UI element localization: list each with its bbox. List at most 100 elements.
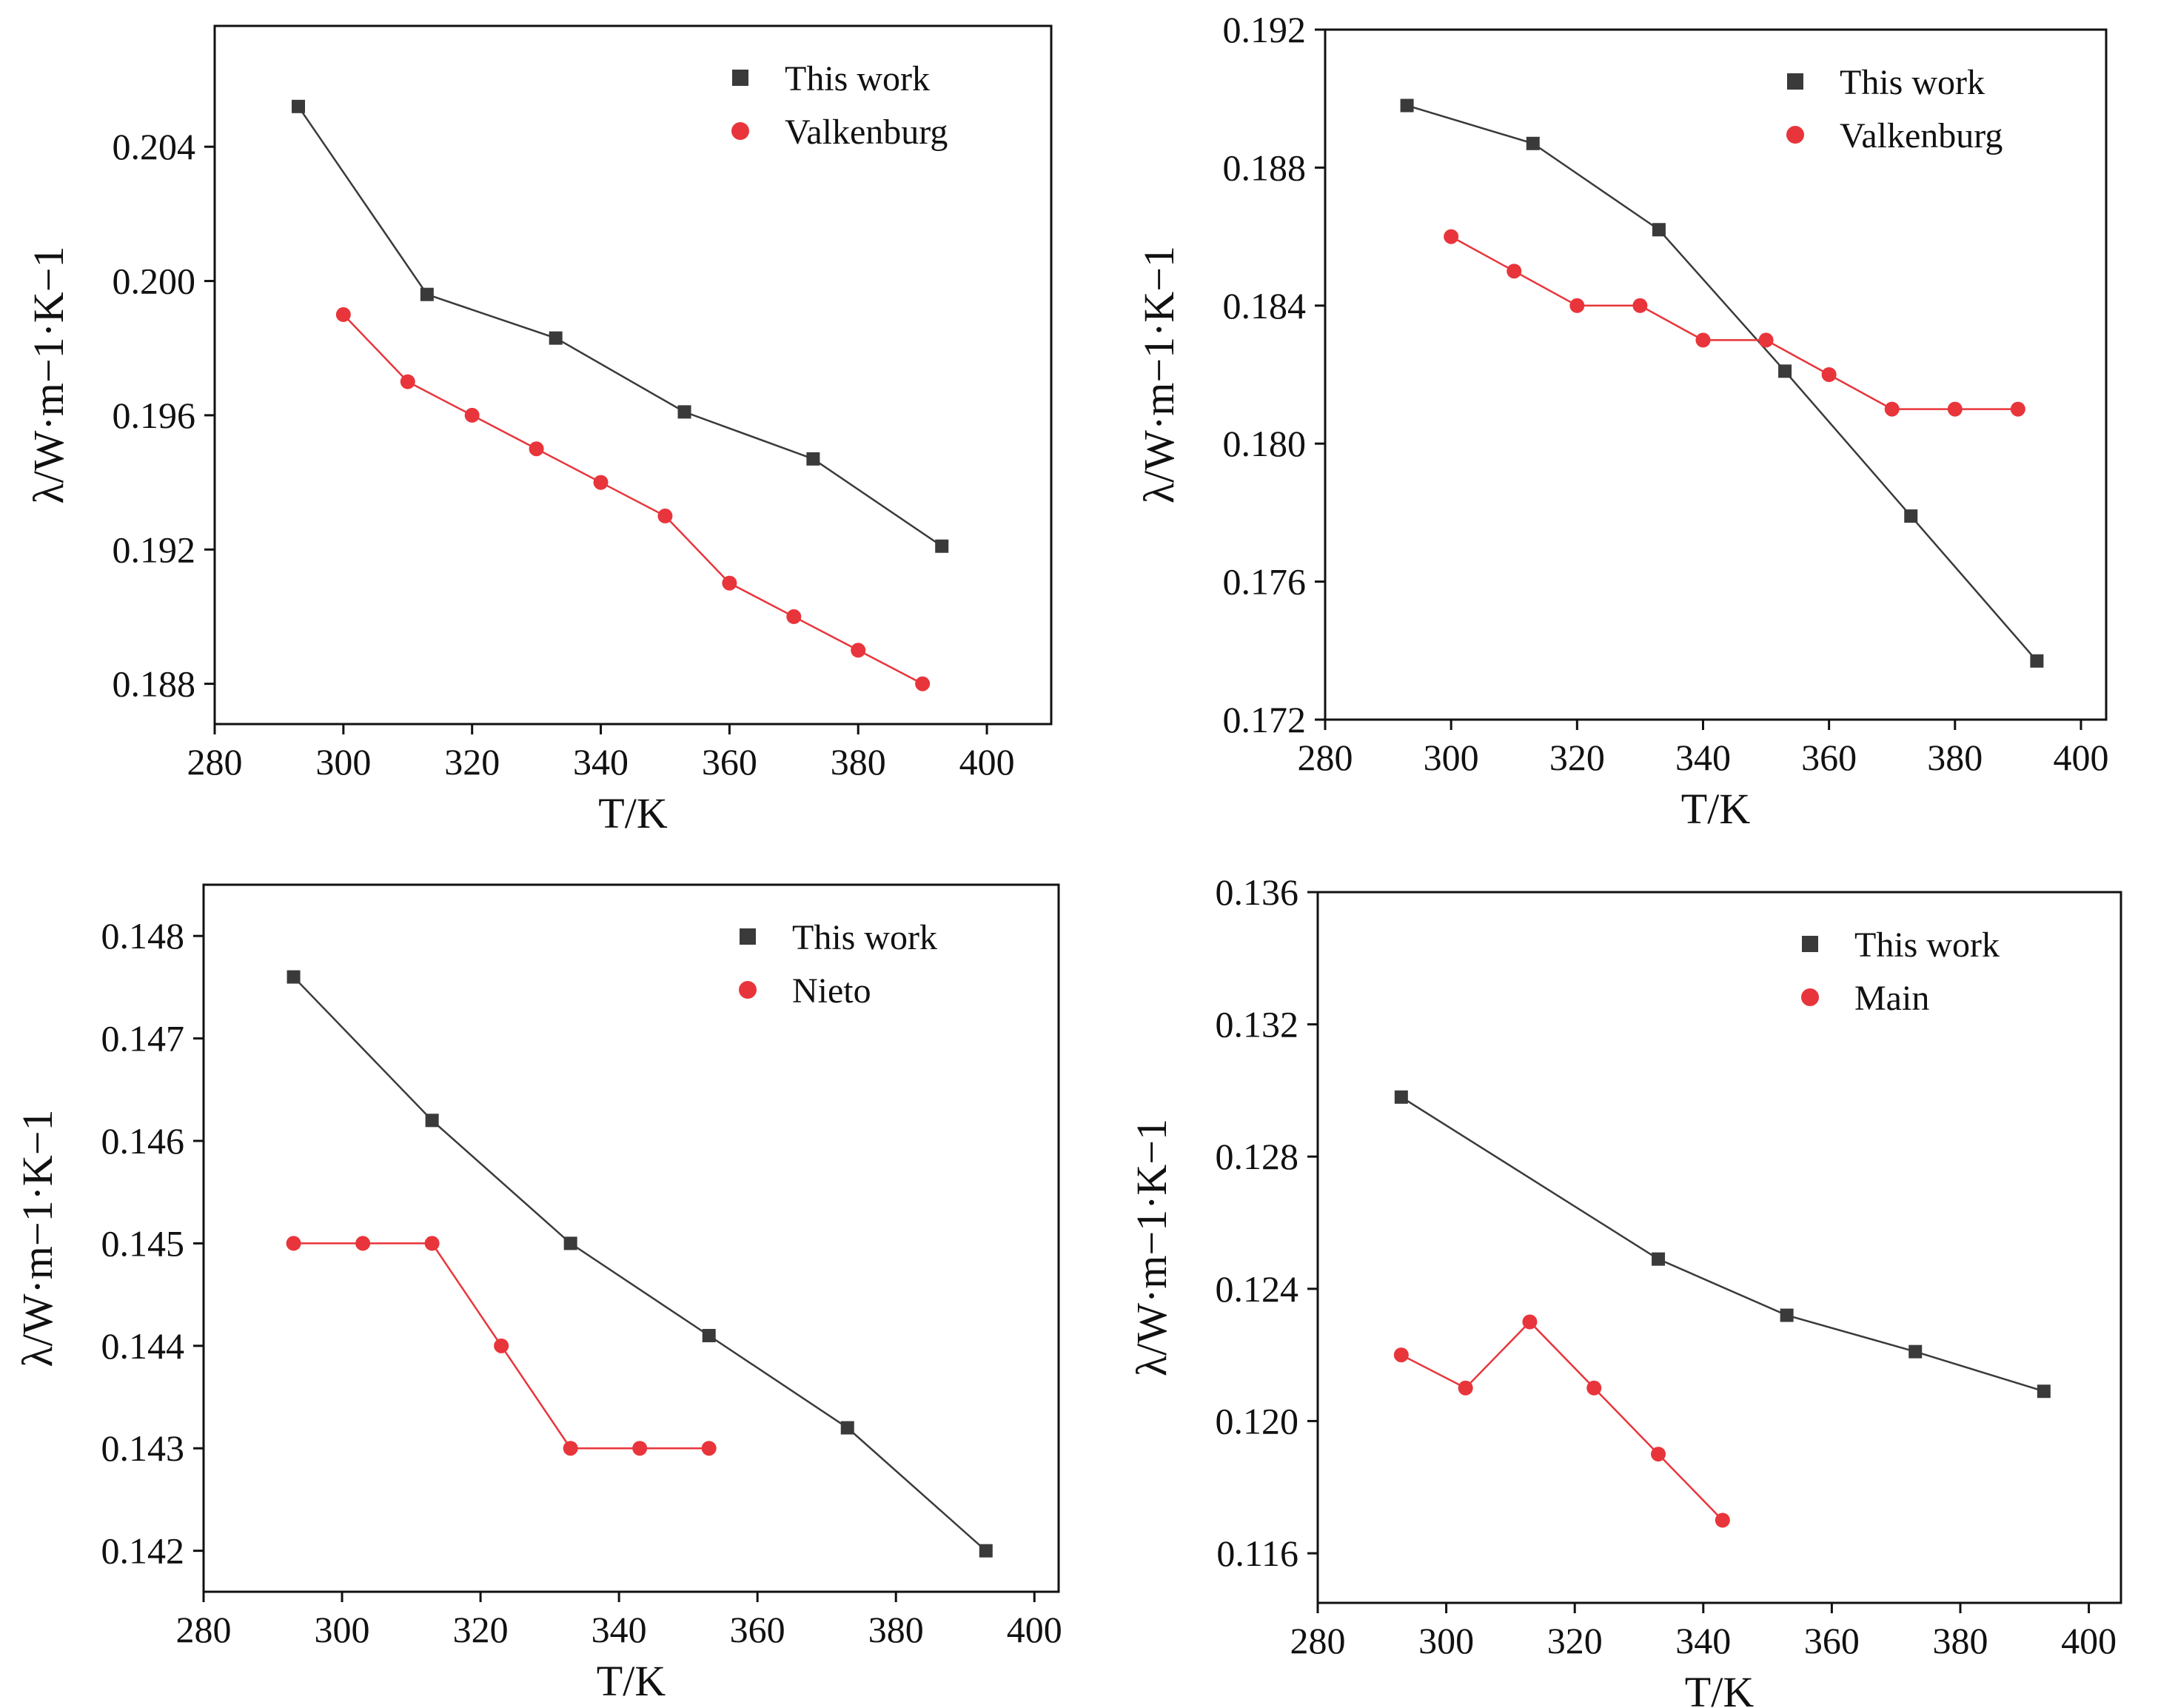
data-point-circle: [2010, 401, 2025, 417]
x-tick-label: 300: [1424, 737, 1479, 778]
x-tick-label: 380: [831, 741, 886, 783]
x-tick-label: 340: [591, 1609, 647, 1650]
data-point-circle: [1884, 401, 1900, 417]
x-tick-label: 300: [315, 741, 371, 783]
series-line-1: [1450, 235, 2018, 410]
data-point-square: [1400, 98, 1414, 113]
x-tick-label: 340: [573, 741, 629, 783]
data-point-circle: [400, 374, 415, 389]
data-point-circle: [1821, 367, 1837, 382]
x-tick-label: 320: [453, 1609, 509, 1650]
x-axis-label: T/K: [1681, 785, 1751, 833]
data-point-circle: [722, 575, 737, 591]
series-line-0: [1407, 104, 2038, 662]
x-tick-label: 340: [1675, 737, 1731, 778]
y-tick-label: 0.204: [113, 126, 196, 167]
legend-marker-circle: [739, 981, 757, 999]
data-point-circle: [286, 1236, 301, 1251]
data-point-circle: [355, 1236, 371, 1251]
data-point-circle: [1569, 298, 1585, 313]
plot-frame: [213, 24, 1053, 726]
x-tick-label: 400: [2053, 737, 2108, 778]
y-tick-label: 0.200: [113, 261, 196, 302]
legend-marker-square: [732, 70, 748, 86]
data-point-circle: [915, 676, 931, 691]
legend-label: This work: [1854, 925, 2000, 965]
series-line-0: [292, 976, 987, 1552]
legend-marker-square: [1787, 73, 1803, 90]
data-point-circle: [1758, 332, 1774, 348]
data-point-circle: [657, 508, 673, 523]
series-line-1: [342, 314, 923, 685]
x-tick-label: 360: [1801, 737, 1857, 778]
data-point-circle: [593, 475, 609, 490]
data-point-circle: [1393, 1347, 1409, 1363]
chart-panel-bottom-left: 280 300 320 340 360 380 400 0.142 0.143 0.144 0.14…: [13, 883, 1062, 1705]
y-tick-label: 0.145: [101, 1222, 185, 1264]
y-tick-label: 0.146: [101, 1120, 185, 1162]
data-point-square: [806, 452, 820, 466]
legend-marker-square: [1802, 936, 1818, 952]
chart-panel-top-left: 280 300 320 340 360 380 400 0.188 0.192 0.196 0.20…: [24, 24, 1053, 837]
x-tick-label: 300: [1418, 1620, 1474, 1661]
y-tick-label: 0.124: [1216, 1268, 1299, 1310]
x-tick-label: 280: [176, 1609, 232, 1650]
data-point-circle: [701, 1441, 717, 1456]
legend-label: This work: [792, 918, 937, 957]
data-point-square: [702, 1328, 716, 1342]
data-point-circle: [851, 643, 866, 658]
y-tick-label: 0.148: [101, 915, 185, 957]
data-point-square: [840, 1421, 854, 1435]
x-tick-label: 380: [1933, 1620, 1988, 1661]
y-tick-label: 0.188: [1223, 147, 1307, 188]
y-tick-label: 0.147: [101, 1018, 185, 1059]
y-tick-label: 0.120: [1216, 1400, 1299, 1441]
x-tick-label: 340: [1675, 1620, 1731, 1661]
data-point-square: [2030, 654, 2044, 668]
series-line-0: [1401, 1096, 2045, 1393]
y-tick-label: 0.172: [1223, 699, 1307, 740]
data-point-square: [979, 1544, 993, 1558]
legend-label: Main: [1854, 979, 1929, 1018]
y-tick-label: 0.192: [1223, 9, 1307, 50]
data-point-circle: [1522, 1314, 1538, 1330]
legend-label: This work: [785, 59, 930, 98]
plot-frame: [1324, 28, 2108, 721]
y-tick-label: 0.144: [101, 1325, 185, 1367]
data-point-square: [549, 331, 563, 345]
x-axis-label: T/K: [1685, 1668, 1755, 1708]
data-point-circle: [1444, 229, 1459, 244]
legend-marker-circle: [1786, 126, 1804, 144]
x-tick-label: 280: [1298, 737, 1353, 778]
y-tick-label: 0.132: [1216, 1004, 1299, 1045]
data-point-circle: [1715, 1513, 1730, 1528]
y-axis-label: λ/W·m−1·K−1: [13, 1109, 61, 1367]
data-point-circle: [1651, 1447, 1666, 1462]
x-tick-label: 320: [1547, 1620, 1603, 1661]
x-axis-label: T/K: [598, 789, 668, 837]
y-axis-label: λ/W·m−1·K−1: [24, 246, 73, 503]
y-axis-label: λ/W·m−1·K−1: [1135, 246, 1183, 503]
data-point-square: [1908, 1344, 1923, 1359]
x-tick-label: 360: [730, 1609, 785, 1650]
legend-label: Valkenburg: [1840, 116, 2003, 155]
y-tick-label: 0.142: [101, 1530, 185, 1572]
data-point-circle: [632, 1441, 648, 1456]
data-point-circle: [529, 441, 544, 457]
data-point-circle: [1586, 1380, 1602, 1396]
legend-marker-square: [740, 928, 756, 945]
data-point-circle: [786, 609, 802, 624]
x-tick-label: 280: [187, 741, 243, 783]
chart-panel-top-right: 280 300 320 340 360 380 400 0.172 0.176 0.180 0.18…: [1135, 9, 2108, 833]
data-point-square: [1780, 1308, 1794, 1322]
data-point-circle: [464, 407, 480, 423]
plot-frame: [1316, 891, 2122, 1604]
data-point-circle: [1632, 298, 1648, 313]
data-point-square: [2037, 1384, 2051, 1399]
x-tick-label: 280: [1290, 1620, 1346, 1661]
x-tick-label: 320: [444, 741, 500, 783]
y-tick-label: 0.128: [1216, 1136, 1299, 1177]
y-tick-label: 0.196: [113, 395, 196, 436]
data-point-circle: [563, 1441, 578, 1456]
x-tick-label: 400: [959, 741, 1015, 783]
